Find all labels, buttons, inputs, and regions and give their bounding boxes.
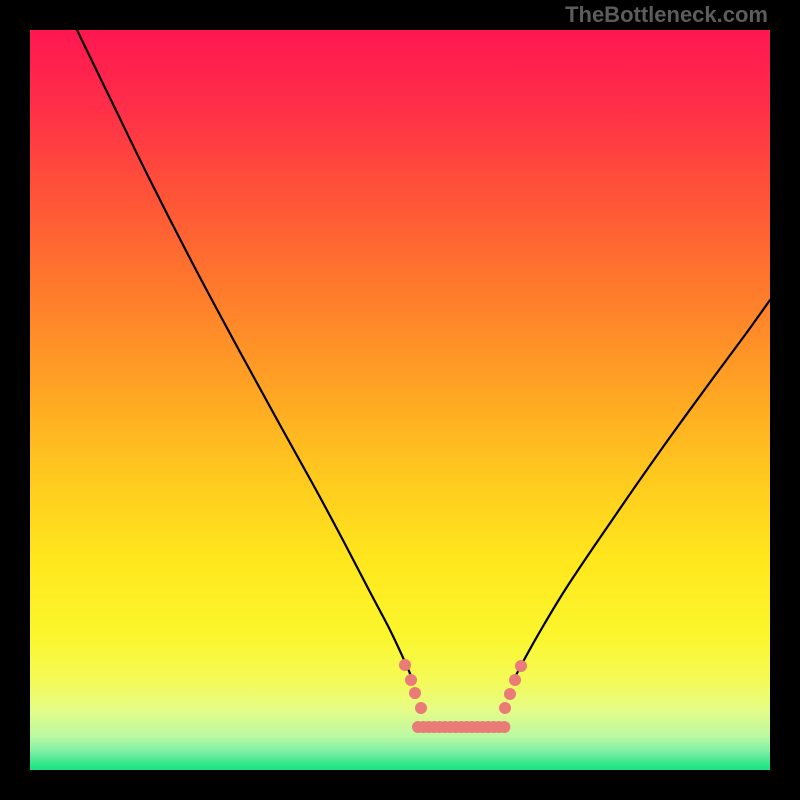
chart-svg (30, 30, 770, 770)
watermark-text: TheBottleneck.com (565, 2, 768, 28)
bottleneck-plateau (412, 721, 510, 733)
plot-area (30, 30, 770, 770)
gradient-background (30, 30, 770, 770)
